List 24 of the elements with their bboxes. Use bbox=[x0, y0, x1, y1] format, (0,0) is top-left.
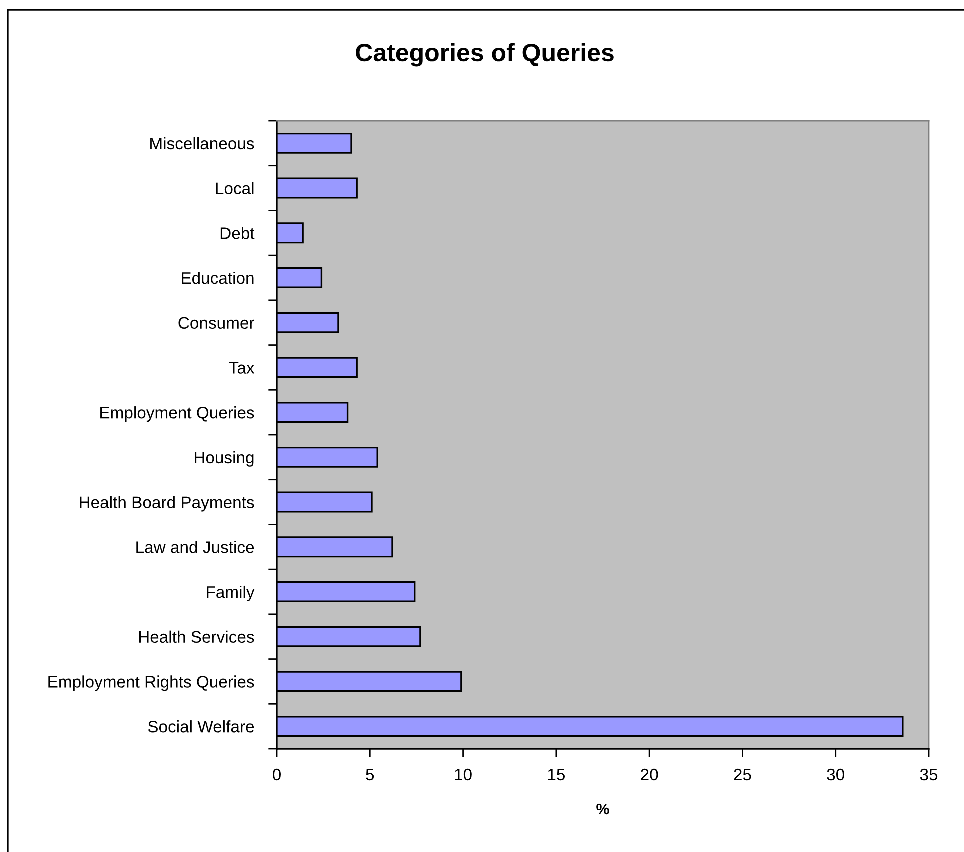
y-tick-label: Miscellaneous bbox=[150, 137, 254, 150]
y-tick-label: Family bbox=[207, 586, 255, 602]
y-tick-label: Employment Rights Queries bbox=[48, 676, 254, 692]
y-tick-label: Local bbox=[216, 182, 254, 194]
y-tick-label: Education bbox=[182, 272, 254, 284]
y-tick-label: Employment Queries bbox=[100, 406, 254, 422]
x-tick-label: 0 bbox=[273, 768, 281, 781]
x-axis-title: % bbox=[596, 804, 610, 815]
x-tick-label: 35 bbox=[920, 768, 938, 781]
x-tick-label: 5 bbox=[366, 769, 374, 781]
x-tick-label: 30 bbox=[827, 768, 844, 781]
y-tick-label: Consumer bbox=[178, 317, 255, 330]
x-tick-label: 10 bbox=[455, 768, 472, 781]
x-tick-label: 25 bbox=[734, 768, 752, 781]
y-tick-label: Law and Justice bbox=[136, 541, 254, 554]
x-tick-label: 15 bbox=[548, 769, 565, 781]
y-tick-label: Social Welfare bbox=[148, 720, 254, 733]
chart-title: Categories of Queries bbox=[356, 43, 614, 67]
y-tick-label: Housing bbox=[195, 451, 254, 467]
y-tick-label: Debt bbox=[220, 227, 255, 240]
y-tick-label: Tax bbox=[229, 362, 255, 374]
y-tick-label: Health Board Payments bbox=[80, 496, 254, 512]
y-tick-label: Health Services bbox=[139, 630, 254, 644]
x-tick-label: 20 bbox=[641, 768, 658, 781]
